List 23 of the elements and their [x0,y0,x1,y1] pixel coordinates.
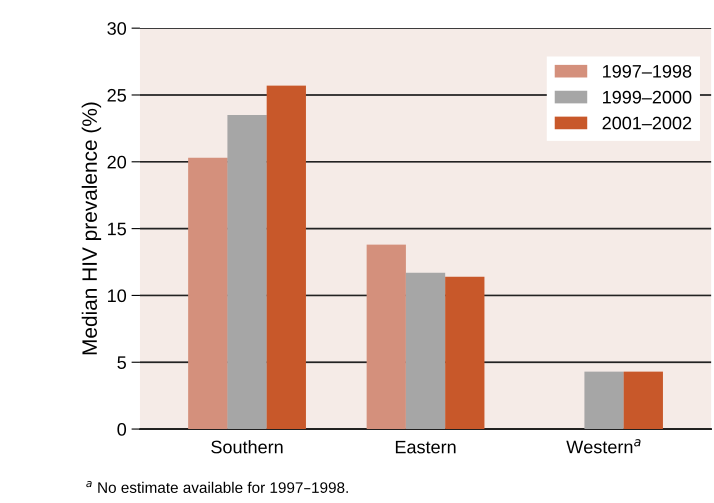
x-tick-label: Western$^{a}$ [566,439,641,454]
y-tick-label: 0 [117,422,126,436]
y-tick-label: 30 [107,22,126,35]
y-axis-title: Median HIV prevalence (%) [82,102,102,354]
y-tick-label: 5 [117,356,126,369]
legend-label: 1999–2000 [603,90,692,104]
y-tick-label: 20 [108,156,126,169]
x-tick-label: Eastern [396,440,456,454]
x-tick-label: Southern [211,440,283,454]
y-tick-label: 25 [108,88,126,102]
bar [584,372,624,430]
y-tick-label: 10 [108,289,126,302]
bar [406,272,446,430]
text: $^{a}$ No estimate available for 1997–1998. [86,481,348,494]
bar [266,86,306,430]
legend-label: 2001–2002 [602,116,692,130]
bar [445,276,484,430]
bar [366,244,406,430]
bar [227,115,267,430]
legend-label: 1997–1998 [603,64,692,78]
y-tick-label: 15 [108,222,126,236]
bar [188,158,228,430]
bar [624,372,663,430]
